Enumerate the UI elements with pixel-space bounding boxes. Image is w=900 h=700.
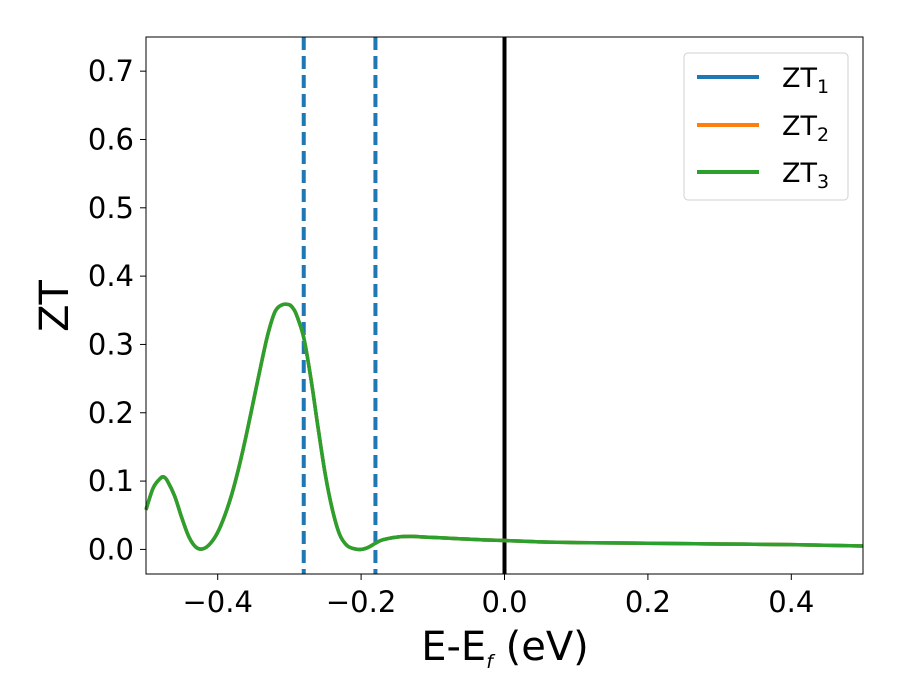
legend-box (683, 52, 849, 201)
legend-label-zt2-subscript: 2 (817, 124, 829, 146)
legend: ZT1 ZT2 ZT3 (683, 52, 849, 201)
legend-label-zt2: ZT2 (782, 111, 829, 146)
series-lines (144, 302, 864, 552)
legend-label-zt1-subscript: 1 (817, 76, 829, 98)
y-tick-label: 0.5 (88, 191, 134, 225)
y-tick-label: 0.1 (88, 464, 134, 498)
y-tick-label: 0.6 (88, 122, 134, 156)
vertical-lines (301, 37, 507, 574)
legend-label-zt3-subscript: 3 (817, 171, 829, 193)
x-axis-label: E-Ef (eV) (421, 624, 589, 673)
y-tick-label: 0.4 (88, 259, 134, 293)
y-tick-label: 0.3 (88, 327, 134, 361)
x-tick-label: 0.2 (625, 585, 671, 619)
legend-label-zt3-main: ZT (782, 158, 817, 189)
legend-label-zt3: ZT3 (782, 158, 829, 193)
y-tick-label: 0.0 (88, 532, 134, 566)
legend-label-zt1-main: ZT (782, 63, 817, 94)
y-tick-label: 0.2 (88, 396, 134, 430)
y-axis-label: ZT (32, 280, 78, 332)
y-tick-label: 0.7 (88, 54, 134, 88)
x-axis-label-main: E-E (421, 624, 486, 670)
legend-label-zt1: ZT1 (782, 63, 829, 98)
x-axis-ticks: −0.4 −0.2 0.0 0.2 0.4 (182, 574, 814, 619)
x-tick-label: −0.2 (326, 585, 396, 619)
x-axis-label-subscript: f (486, 651, 496, 673)
x-tick-label: 0.4 (768, 585, 814, 619)
x-tick-label: 0.0 (481, 585, 527, 619)
legend-label-zt2-main: ZT (782, 111, 817, 142)
y-axis-ticks: 0.0 0.1 0.2 0.3 0.4 0.5 0.6 0.7 (88, 54, 146, 566)
series-line-zt3 (144, 302, 864, 552)
x-axis-label-suffix: (eV) (493, 624, 589, 670)
x-tick-label: −0.4 (182, 585, 252, 619)
